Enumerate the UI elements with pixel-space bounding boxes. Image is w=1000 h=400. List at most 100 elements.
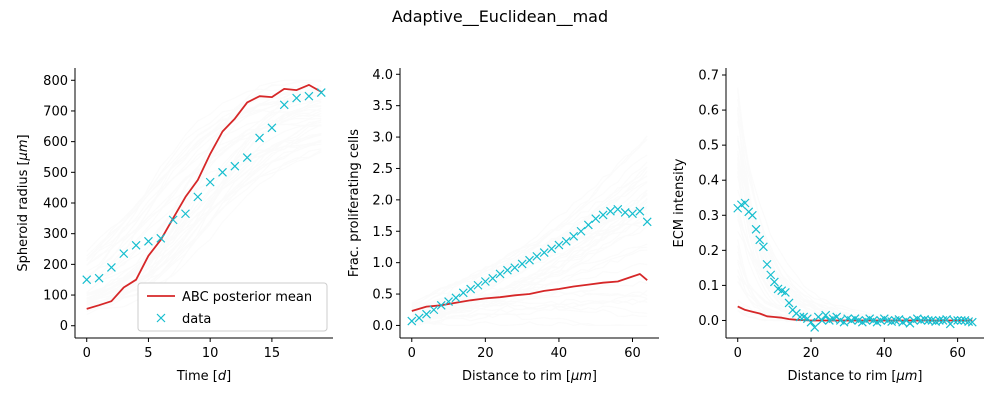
y-tick-label: 2.5 (372, 162, 393, 177)
data-point (547, 244, 556, 254)
y-tick-label: 0.1 (698, 279, 719, 294)
data-point (119, 249, 129, 259)
data-point (780, 287, 790, 297)
data-point (905, 318, 915, 328)
data-point (810, 323, 820, 332)
posterior-trace (86, 87, 322, 260)
posterior-trace (411, 290, 648, 310)
posterior-trace (86, 99, 322, 281)
posterior-trace (411, 135, 648, 322)
posterior-trace (411, 154, 648, 321)
posterior-trace (411, 198, 648, 318)
legend-label-mean: ABC posterior mean (182, 290, 312, 305)
data-point (517, 259, 527, 269)
y-tick-label: 0.0 (372, 319, 393, 334)
data-point (967, 317, 977, 327)
posterior-trace (411, 262, 648, 310)
posterior-trace (411, 166, 648, 305)
y-tick-label: 300 (43, 227, 68, 242)
data-point (747, 210, 757, 220)
posterior-trace (411, 243, 648, 308)
x-tick-label: 10 (202, 346, 219, 361)
posterior-trace (737, 261, 969, 323)
posterior-trace (411, 280, 648, 326)
data-point (414, 313, 424, 323)
data-point (766, 270, 776, 280)
data-point (292, 93, 302, 103)
data-point (606, 206, 615, 216)
data-point (422, 309, 431, 319)
data-point (806, 317, 816, 327)
posterior-trace (737, 163, 969, 323)
data-point (473, 280, 483, 290)
posterior-trace (86, 140, 322, 296)
posterior-trace (411, 302, 648, 318)
data-point (429, 305, 439, 315)
y-tick-label: 1.0 (372, 256, 393, 271)
posterior-trace (411, 198, 648, 324)
posterior-trace (86, 98, 322, 294)
x-tick-label: 0 (83, 346, 91, 361)
data-point (628, 209, 637, 219)
posterior-trace (411, 207, 648, 317)
posterior-trace (86, 79, 322, 295)
x-axis-label: Time [d] (176, 369, 231, 384)
posterior-trace (86, 107, 322, 316)
posterior-trace (86, 95, 322, 257)
data-point (205, 177, 215, 187)
posterior-trace (411, 220, 648, 309)
x-tick-label: 5 (144, 346, 152, 361)
posterior-trace (411, 135, 648, 320)
x-tick-label: 20 (803, 346, 820, 361)
data-point (168, 215, 178, 225)
y-tick-label: 400 (43, 197, 68, 212)
data-point (466, 284, 476, 294)
y-tick-label: 700 (43, 104, 68, 119)
data-point (488, 273, 498, 283)
data-point (436, 300, 446, 310)
posterior-sample-traces (411, 135, 648, 327)
y-axis-label: ECM intensity (672, 158, 687, 247)
posterior-trace (411, 189, 648, 322)
y-tick-label: 0.5 (372, 288, 393, 303)
data-point (539, 248, 549, 258)
figure-title: Adaptive__Euclidean__mad (392, 7, 608, 27)
data-point (642, 217, 652, 227)
data-point (458, 288, 468, 298)
data-point (964, 317, 974, 326)
y-tick-label: 0.5 (698, 139, 719, 154)
posterior-trace (86, 133, 322, 283)
posterior-trace (86, 89, 322, 302)
data-point (444, 297, 453, 307)
data-point (316, 88, 326, 97)
y-tick-label: 0.2 (698, 244, 719, 259)
posterior-trace (86, 123, 322, 273)
data-point (956, 316, 966, 325)
posterior-trace (737, 170, 969, 323)
posterior-trace (737, 159, 969, 323)
y-axis-label: Spheroid radius [μm] (16, 134, 31, 271)
y-tick-label: 2.0 (372, 193, 393, 208)
posterior-trace (737, 159, 969, 323)
posterior-trace (411, 212, 648, 317)
data-point (554, 240, 564, 250)
data-point (106, 263, 116, 272)
y-tick-label: 500 (43, 166, 68, 181)
data-point (740, 198, 750, 208)
posterior-trace (86, 117, 322, 286)
data-point (591, 214, 601, 224)
y-tick-label: 3.0 (372, 131, 393, 146)
data-point (193, 192, 203, 202)
posterior-trace (86, 139, 322, 306)
posterior-trace (411, 180, 648, 313)
posterior-trace (411, 291, 648, 324)
data-point (255, 133, 264, 143)
x-tick-label: 40 (876, 346, 893, 361)
data-point (942, 314, 952, 324)
posterior-trace (411, 194, 648, 322)
data-point (279, 100, 289, 110)
y-tick-label: 600 (43, 135, 68, 150)
posterior-trace (86, 86, 322, 260)
data-point (94, 273, 104, 283)
